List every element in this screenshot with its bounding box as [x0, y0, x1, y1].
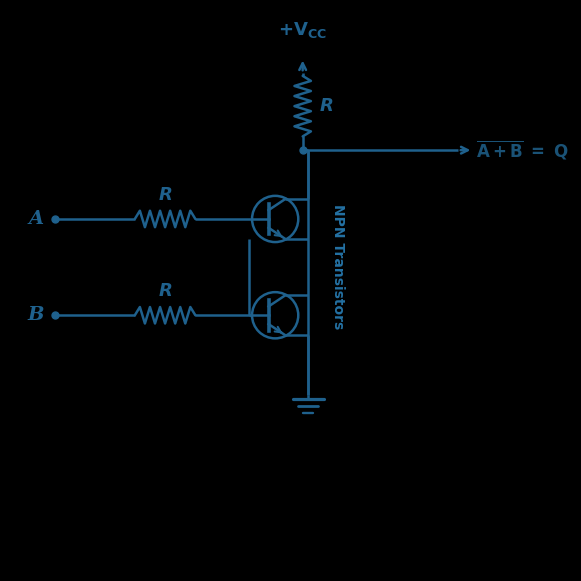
Text: A: A	[29, 210, 44, 228]
Text: $\mathbf{+V_{CC}}$: $\mathbf{+V_{CC}}$	[278, 20, 327, 40]
Text: R: R	[158, 185, 172, 203]
Text: B: B	[27, 306, 44, 324]
Text: $\overline{\mathbf{A+B}}\ \mathbf{=\ Q}$: $\overline{\mathbf{A+B}}\ \mathbf{=\ Q}$	[476, 139, 569, 162]
Text: NPN Transistors: NPN Transistors	[331, 205, 346, 330]
Text: R: R	[158, 282, 172, 300]
Text: R: R	[319, 97, 333, 115]
